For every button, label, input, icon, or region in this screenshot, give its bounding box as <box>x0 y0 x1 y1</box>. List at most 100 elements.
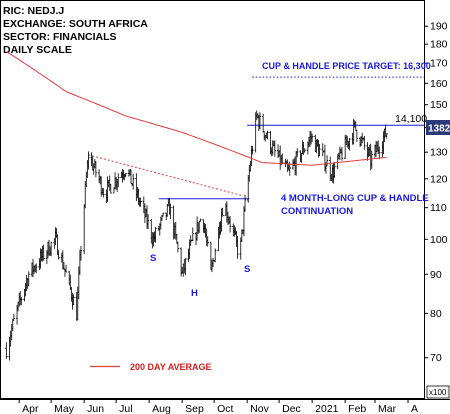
last-price-value: 1382 <box>428 124 450 135</box>
ohlc-bar <box>109 183 112 194</box>
ohlc-bar <box>12 313 16 321</box>
x-tick-label: Mar <box>378 403 397 414</box>
ohlc-bar <box>87 151 90 170</box>
ohlc-bar <box>258 112 262 130</box>
last-price-tag <box>426 120 450 135</box>
resistance-value: 14,100 <box>395 113 427 125</box>
ohlc-bar <box>340 146 344 161</box>
x-axis-ticks: Apr May Jun Jul Aug Sep Oct Nov Dec 2021 Feb Mar A <box>18 399 418 414</box>
x-tick-label: Sep <box>185 403 204 414</box>
x-tick-label: Aug <box>152 403 171 414</box>
ohlc-bar <box>251 146 254 155</box>
ohlc-bar <box>266 130 269 140</box>
ohlc-bar <box>5 342 8 359</box>
price-bars <box>5 110 388 361</box>
ohlc-bar <box>243 194 247 212</box>
ohlc-bar <box>124 172 127 178</box>
ohlc-bar <box>57 250 60 260</box>
right-shoulder-label: S <box>244 264 250 275</box>
ohlc-bar <box>355 129 359 143</box>
x-tick-label: Feb <box>348 403 366 414</box>
ma200-line <box>6 51 387 166</box>
y-tick-label: 170 <box>430 58 448 70</box>
y-tick-label: 100 <box>430 234 448 246</box>
ohlc-bar <box>296 148 299 158</box>
ohlc-bar <box>49 241 53 257</box>
y-tick-label: 190 <box>430 21 448 33</box>
x-tick-label: May <box>54 403 75 414</box>
ohlc-bar <box>131 173 135 190</box>
axis-panel <box>425 0 450 399</box>
y-tick-label: 120 <box>430 173 448 185</box>
ohlc-bar <box>82 204 86 254</box>
ohlc-bar <box>139 197 142 207</box>
ohlc-bar <box>20 297 23 305</box>
ohlc-bar <box>184 258 187 276</box>
x-tick-label: Nov <box>250 403 269 414</box>
exchange-label: EXCHANGE: SOUTH AFRICA <box>3 18 148 30</box>
left-shoulder-label: S <box>150 253 156 264</box>
ohlc-bar <box>281 153 284 165</box>
y-tick-label: 150 <box>430 99 448 111</box>
ohlc-bar <box>199 218 202 223</box>
x-tick-label: Jul <box>119 403 132 414</box>
ohlc-bar <box>102 188 105 198</box>
ohlc-bar <box>318 144 321 156</box>
y-tick-label: 110 <box>430 202 447 214</box>
ric-label: RIC: NEDJ.J <box>3 5 64 17</box>
ohlc-bar <box>146 214 150 230</box>
pattern-label-line2: CONTINUATION <box>281 206 353 217</box>
ohlc-bar <box>221 207 224 217</box>
ohlc-bar <box>370 150 373 169</box>
ohlc-bar <box>161 212 165 217</box>
x-tick-label: 2021 <box>315 403 339 414</box>
x-tick-label: Jun <box>87 403 104 414</box>
x-tick-label: Apr <box>22 403 39 414</box>
downtrend-line <box>88 154 244 197</box>
pattern-label-line1: 4 MONTH-LONG CUP & HANDLE <box>281 193 429 204</box>
y-tick-label: 180 <box>430 39 448 51</box>
price-target-label: CUP & HANDLE PRICE TARGET: 16,300 <box>262 61 431 71</box>
ohlc-bar <box>378 146 381 160</box>
x-tick-label: Dec <box>282 403 301 414</box>
y-tick-label: 130 <box>430 147 448 159</box>
y-tick-label: 80 <box>430 308 442 320</box>
ohlc-bar <box>27 271 30 287</box>
ohlc-bar <box>72 294 75 306</box>
ohlc-bar <box>363 135 366 150</box>
ohlc-bar <box>214 248 217 263</box>
ohlc-bar <box>261 113 265 133</box>
ohlc-bar <box>206 236 209 247</box>
scale-note-box <box>426 385 450 399</box>
scale-note: x100 <box>429 388 447 397</box>
y-tick-label: 160 <box>430 78 448 90</box>
ohlc-bar <box>321 143 324 157</box>
ohlc-bar <box>117 173 120 188</box>
ohlc-bar <box>191 227 195 242</box>
y-tick-label: 70 <box>430 352 442 364</box>
ohlc-bar <box>79 245 83 261</box>
ohlc-bar <box>236 235 239 259</box>
ohlc-bar <box>310 133 314 143</box>
x-tick-label: Oct <box>217 403 233 414</box>
ohlc-bar <box>154 227 157 243</box>
ohlc-bar <box>176 241 180 253</box>
ohlc-bar <box>333 161 336 178</box>
ohlc-bar <box>303 148 306 153</box>
y-tick-label: 90 <box>430 269 442 281</box>
ma200-legend-label: 200 DAY AVERAGE <box>130 362 212 372</box>
x-tick-label: A <box>411 403 418 414</box>
ohlc-bar <box>169 203 172 220</box>
ohlc-bar <box>94 161 98 178</box>
sector-label: SECTOR: FINANCIALS <box>3 31 117 43</box>
ohlc-bar <box>35 263 38 274</box>
ohlc-bar <box>348 138 351 151</box>
ohlc-bar <box>42 244 45 261</box>
scale-label: DAILY SCALE <box>3 44 72 56</box>
head-label: H <box>191 288 198 299</box>
ohlc-bar <box>64 264 68 273</box>
ohlc-bar <box>385 133 388 139</box>
ohlc-bar <box>228 216 232 233</box>
ohlc-bar <box>273 140 277 157</box>
